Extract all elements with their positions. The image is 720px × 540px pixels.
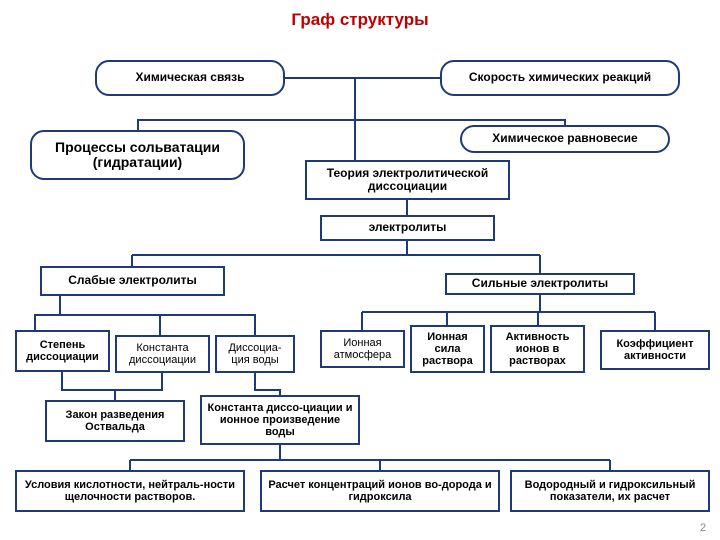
node-n6: электролиты	[320, 215, 495, 241]
node-n13: Ионная сила раствора	[410, 325, 485, 373]
connector-edge	[255, 373, 280, 395]
node-n12: Ионная атмосфера	[320, 330, 405, 368]
node-n17: Константа диссо-циации и ионное произвед…	[200, 395, 360, 445]
node-n19: Расчет концентраций ионов во-дорода и ги…	[260, 470, 500, 512]
node-n20: Водородный и гидроксильный показатели, и…	[510, 470, 710, 512]
node-n11: Диссоциа-ция воды	[215, 335, 295, 373]
node-n4: Химическое равновесие	[460, 125, 670, 153]
page-number: 2	[700, 522, 706, 534]
connector-edge	[138, 120, 355, 130]
node-n14: Активность ионов в растворах	[490, 325, 585, 373]
node-n16: Закон разведения Оствальда	[45, 400, 185, 442]
node-n8: Сильные электролиты	[445, 273, 635, 295]
node-n18: Условия кислотности, нейтраль-ности щело…	[15, 470, 245, 512]
node-n10: Константа диссоциации	[115, 335, 210, 373]
connector-edge	[35, 296, 60, 330]
node-n2: Скорость химических реакций	[440, 60, 680, 96]
node-n9: Степень диссоциации	[15, 330, 110, 372]
connector-edge	[62, 372, 115, 400]
node-n5: Теория электролитической диссоциации	[305, 160, 510, 200]
node-n15: Коэффициент активности	[600, 330, 710, 370]
node-n1: Химическая связь	[95, 60, 285, 96]
node-n3: Процессы сольватации (гидратации)	[30, 130, 245, 180]
diagram-title: Граф структуры	[0, 10, 720, 30]
node-n7: Слабые электролиты	[40, 266, 225, 296]
connector-edge	[115, 373, 162, 390]
